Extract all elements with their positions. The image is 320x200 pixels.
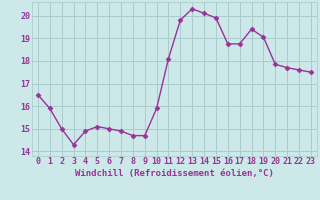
- X-axis label: Windchill (Refroidissement éolien,°C): Windchill (Refroidissement éolien,°C): [75, 169, 274, 178]
